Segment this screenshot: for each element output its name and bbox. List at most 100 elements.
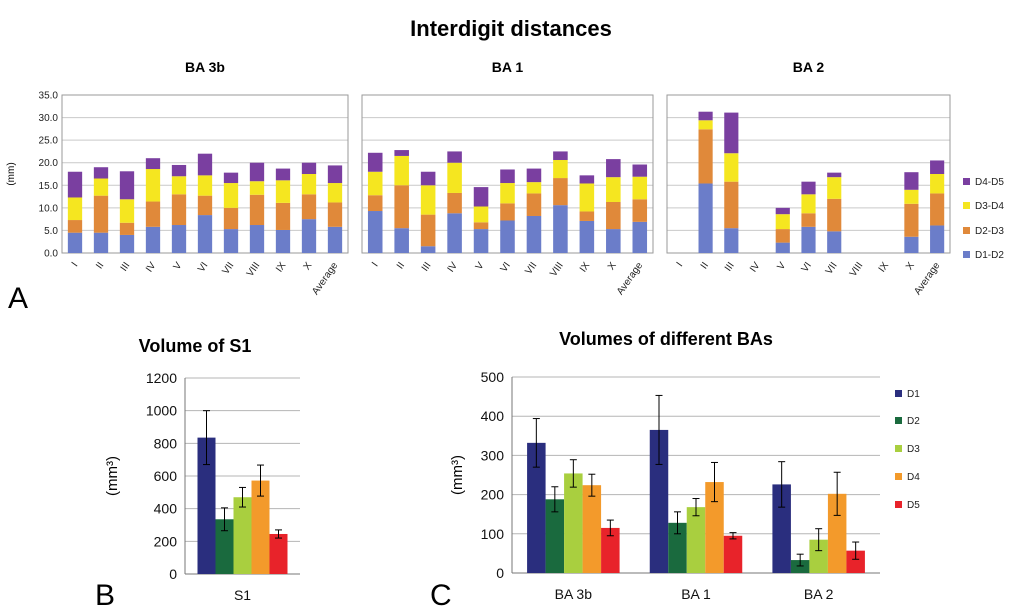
bar-segment (827, 231, 842, 253)
bar (197, 437, 216, 574)
y-tick-label: 500 (481, 369, 505, 385)
bar-segment (698, 129, 713, 184)
chart-title: Volumes of different BAs (559, 329, 773, 349)
y-tick-label: 100 (481, 526, 505, 542)
bar (846, 550, 865, 573)
bar-segment (275, 180, 291, 203)
bar-segment (301, 194, 317, 220)
x-tick-label: IV (144, 260, 159, 274)
x-tick-label: I (675, 260, 686, 269)
bar-segment (526, 215, 542, 253)
x-tick-label: Average (615, 260, 646, 297)
bar-segment (930, 160, 945, 174)
legend-label: D2-D3 (975, 226, 1004, 237)
bar-segment (632, 221, 648, 253)
legend-label: D1-D2 (975, 250, 1004, 261)
bar-segment (632, 176, 648, 200)
y-tick-label: 600 (154, 468, 178, 484)
bar-segment (724, 181, 739, 229)
chart-title: BA 1 (492, 59, 524, 75)
y-tick-label: 800 (154, 435, 178, 451)
bar-segment (93, 195, 109, 233)
x-tick-label: Average (310, 260, 341, 297)
y-tick-label: 0 (496, 565, 504, 581)
x-tick-label: III (420, 260, 434, 273)
bar-segment (447, 151, 462, 163)
x-tick-label: V (474, 260, 487, 272)
x-tick-label: BA 2 (804, 586, 834, 602)
bar-segment (367, 171, 383, 196)
bar-segment (223, 183, 239, 208)
legend: D4-D5 D3-D4 D2-D3 D1-D2 (963, 177, 1004, 261)
bar-segment (827, 172, 842, 178)
bar (668, 522, 687, 573)
bar (233, 497, 252, 574)
bar-segment (275, 168, 291, 181)
bar-segment (171, 164, 187, 177)
bar (649, 429, 669, 573)
x-tick-label: II (699, 260, 711, 271)
x-tick-label: BA 1 (681, 586, 711, 602)
bar-segment (197, 175, 213, 196)
y-tick-label: 0.0 (44, 249, 58, 260)
bar-segment (827, 177, 842, 199)
y-tick-label: 1000 (146, 403, 177, 419)
bar-segment (420, 185, 436, 215)
x-tick-label: V (172, 260, 185, 272)
bar-segment (579, 175, 595, 184)
bar-segment (394, 155, 409, 186)
chart-title: BA 2 (793, 59, 825, 75)
bar-segment (145, 226, 161, 253)
bar-segment (93, 232, 109, 253)
bar-segment (171, 194, 187, 226)
x-tick-label: BA 3b (555, 586, 593, 602)
bar-segment (606, 229, 621, 253)
bar-segment (904, 189, 919, 204)
bar-segment (145, 158, 161, 170)
x-tick-label: IV (748, 260, 763, 274)
bar-segment (579, 183, 595, 212)
bar-segment (473, 187, 489, 207)
bar-segment (473, 229, 489, 253)
x-tick-label: II (395, 260, 407, 271)
bar-segment (698, 120, 713, 130)
y-tick-label: 5.0 (44, 226, 58, 237)
bar-segment (197, 153, 213, 176)
bar-segment (447, 162, 462, 193)
y-tick-label: 30.0 (39, 113, 59, 124)
bar-segment (827, 198, 842, 232)
bar-segment (801, 226, 816, 253)
bar-segment (801, 194, 816, 214)
bar-segment (724, 228, 739, 253)
bar-segment (327, 183, 343, 203)
bar-segment (119, 234, 135, 253)
bar-segment (606, 177, 621, 202)
y-tick-label: 0 (169, 566, 177, 582)
x-tick-label: VIII (548, 260, 566, 279)
panel-letter-c: C (430, 579, 452, 610)
bar (790, 560, 810, 573)
bar-segment (553, 205, 568, 253)
bar-segment (526, 182, 542, 194)
y-axis-label: (mm³) (104, 456, 121, 496)
chart-volume-s1: Volume of S1 0 200 400 600 800 1000 1200 (mm³) S1 (104, 336, 300, 603)
chart-1: BA 3bI II III IV V VI VII VIII IX XAverage0.05.01… (6, 59, 349, 297)
bar-segment (119, 171, 135, 200)
legend-swatch (963, 227, 970, 234)
y-axis-label: (mm) (6, 162, 17, 185)
bar-segment (553, 160, 568, 179)
bar-segment (801, 213, 816, 227)
figure-title: Interdigit distances (410, 16, 612, 41)
bar (809, 539, 828, 573)
bar-segment (775, 229, 790, 243)
x-tick-label: IV (446, 260, 461, 274)
bar-segment (500, 203, 515, 221)
legend: D1 D2 D3 D4 D5 (895, 389, 920, 511)
bar-segment (223, 172, 239, 184)
bar-segment (420, 246, 436, 253)
chart-volumes-bas: Volumes of different BAs 0 100 200 300 400 500… (449, 329, 920, 602)
bar-segment (775, 207, 790, 215)
